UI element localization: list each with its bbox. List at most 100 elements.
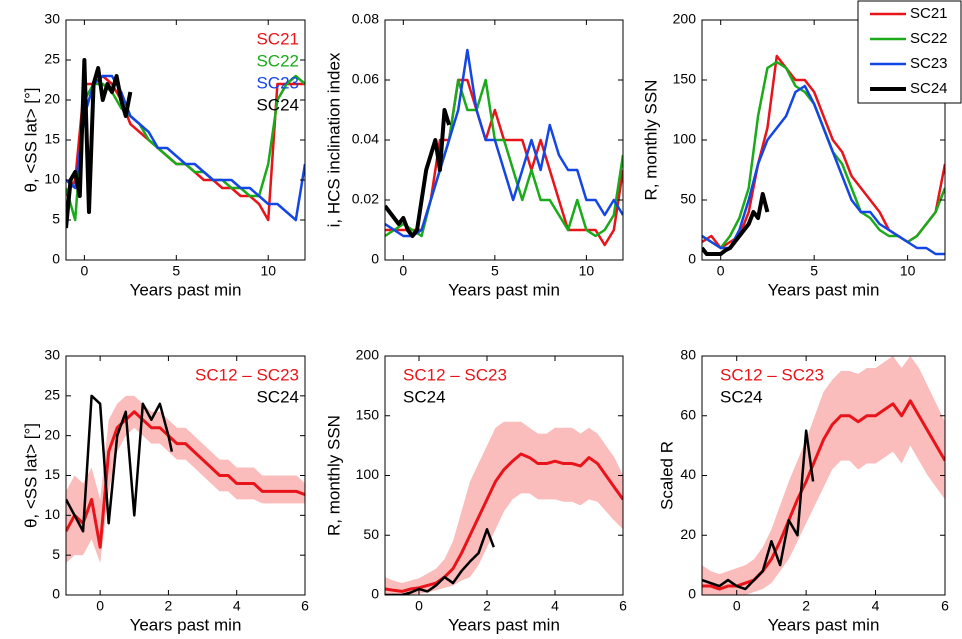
x-tick-label: 4: [233, 598, 241, 614]
y-axis-label: R, monthly SSN: [324, 415, 343, 536]
x-axis-label: Years past min: [448, 280, 560, 299]
y-tick-label: 200: [356, 347, 380, 363]
y-tick-label: 0: [688, 586, 696, 602]
y-tick-label: 150: [673, 71, 697, 87]
legend-label: SC22: [910, 30, 948, 47]
plot-area: [66, 58, 305, 229]
y-tick-label: 30: [44, 11, 60, 27]
x-tick-label: 0: [415, 598, 423, 614]
y-axis-label: θ, <SS lat> [°]: [21, 423, 40, 528]
x-tick-label: 2: [802, 598, 810, 614]
x-tick-label: 0: [733, 598, 741, 614]
y-tick-label: 60: [680, 406, 696, 422]
y-tick-label: 0: [688, 251, 696, 267]
series-line: [66, 74, 305, 222]
legend-label: SC24: [720, 387, 763, 406]
y-axis-label: θ, <SS lat> [°]: [21, 87, 40, 192]
legend-box: [857, 0, 962, 104]
x-tick-label: 10: [579, 263, 595, 279]
legend-label: SC22: [256, 51, 299, 70]
y-tick-label: 25: [44, 387, 60, 403]
series-line: [702, 399, 945, 591]
x-tick-label: 2: [483, 598, 491, 614]
x-tick-label: 5: [172, 263, 180, 279]
series-line: [385, 78, 623, 247]
x-tick-label: 0: [80, 263, 88, 279]
y-axis-label: i, HCS inclination index: [324, 52, 343, 227]
x-tick-label: 0: [399, 263, 407, 279]
y-tick-label: 5: [52, 546, 60, 562]
x-tick-label: 0: [96, 598, 104, 614]
error-band: [702, 356, 945, 595]
legend-label: SC21: [256, 29, 299, 48]
y-tick-label: 50: [680, 191, 696, 207]
x-tick-label: 10: [900, 263, 916, 279]
y-tick-label: 80: [680, 347, 696, 363]
x-tick-label: 6: [301, 598, 309, 614]
y-tick-label: 15: [44, 131, 60, 147]
legend-label: SC24: [910, 80, 948, 97]
series-line: [702, 429, 815, 591]
plot-area: [702, 54, 945, 256]
y-tick-label: 150: [356, 406, 380, 422]
y-tick-label: 0.08: [352, 11, 379, 27]
x-axis-label: Years past min: [768, 615, 880, 634]
y-tick-label: 0: [371, 251, 379, 267]
y-tick-label: 0.04: [352, 131, 379, 147]
legend-label: SC23: [910, 55, 948, 72]
y-tick-label: 30: [44, 347, 60, 363]
series-line: [702, 192, 770, 256]
y-tick-label: 20: [680, 526, 696, 542]
legend-label: SC12 – SC23: [195, 365, 299, 384]
y-tick-label: 0: [52, 251, 60, 267]
x-tick-label: 6: [941, 598, 949, 614]
legend-label: SC24: [256, 387, 299, 406]
x-axis-label: Years past min: [130, 615, 242, 634]
y-tick-label: 20: [44, 91, 60, 107]
x-tick-label: 4: [872, 598, 880, 614]
y-tick-label: 50: [363, 526, 379, 542]
error-band: [66, 395, 305, 564]
y-tick-label: 15: [44, 466, 60, 482]
y-axis-label: Scaled R: [657, 441, 676, 510]
legend-label: SC24: [256, 95, 299, 114]
series-line: [385, 452, 623, 593]
legend-label: SC21: [910, 5, 948, 22]
x-tick-label: 0: [717, 263, 725, 279]
y-tick-label: 40: [680, 466, 696, 482]
series-line: [66, 394, 174, 533]
plot-area: [66, 394, 305, 564]
y-tick-label: 25: [44, 51, 60, 67]
series-line: [702, 84, 945, 256]
error-band: [385, 421, 623, 595]
plot-area: [385, 48, 623, 247]
y-tick-label: 10: [44, 171, 60, 187]
y-tick-label: 20: [44, 426, 60, 442]
y-tick-label: 5: [52, 211, 60, 227]
x-tick-label: 2: [165, 598, 173, 614]
x-tick-label: 6: [619, 598, 627, 614]
y-tick-label: 200: [673, 11, 697, 27]
y-axis-label: R, monthly SSN: [641, 80, 660, 201]
x-tick-label: 10: [260, 263, 276, 279]
series-line: [66, 58, 133, 229]
plot-area: [385, 421, 623, 595]
y-tick-label: 0.06: [352, 71, 379, 87]
plot-area: [702, 356, 945, 595]
y-tick-label: 0: [52, 586, 60, 602]
y-tick-label: 0.02: [352, 191, 379, 207]
x-tick-label: 5: [491, 263, 499, 279]
x-axis-label: Years past min: [130, 280, 242, 299]
y-tick-label: 100: [673, 131, 697, 147]
legend-label: SC23: [256, 73, 299, 92]
y-tick-label: 100: [356, 466, 380, 482]
legend-label: SC12 – SC23: [720, 365, 824, 384]
y-tick-label: 10: [44, 506, 60, 522]
x-tick-label: 4: [551, 598, 559, 614]
x-axis-label: Years past min: [768, 280, 880, 299]
series-line: [385, 108, 451, 238]
y-tick-label: 0: [371, 586, 379, 602]
x-axis-label: Years past min: [448, 615, 560, 634]
legend-label: SC12 – SC23: [403, 365, 507, 384]
